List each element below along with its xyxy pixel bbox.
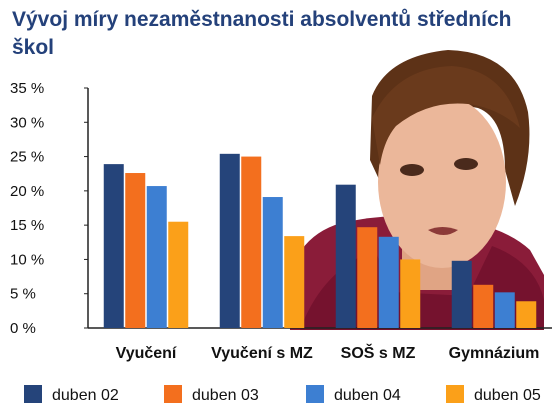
bar-duben-04-1 [262, 197, 283, 328]
chart-title: Vývoj míry nezaměstnanosti absolventů st… [12, 8, 512, 59]
bar-duben-03-0 [125, 173, 146, 328]
category-label: Vyučení s MZ [211, 345, 313, 362]
legend-label: duben 02 [52, 387, 119, 404]
y-tick-label: 5 % [10, 286, 36, 303]
legend-swatch [306, 385, 324, 403]
y-tick-label: 10 % [10, 251, 44, 268]
bar-duben-03-2 [357, 227, 378, 328]
y-tick-label: 30 % [10, 114, 44, 131]
y-tick-labels: 0 % 5 % 10 % 15 % 20 % 25 % 30 % 35 % [10, 80, 88, 337]
bar-duben-02-1 [219, 153, 240, 328]
legend-label: duben 05 [474, 387, 541, 404]
legend-swatch [24, 385, 42, 403]
bar-duben-04-3 [494, 292, 515, 328]
y-tick-label: 20 % [10, 183, 44, 200]
bar-duben-04-2 [378, 236, 399, 328]
bar-duben-02-3 [451, 260, 472, 328]
legend-swatch [446, 385, 464, 403]
y-tick-label: 35 % [10, 80, 44, 97]
legend-label: duben 04 [334, 387, 401, 404]
y-tick-label: 15 % [10, 217, 44, 234]
y-tick-label: 0 % [10, 320, 36, 337]
bar-duben-05-2 [400, 259, 421, 328]
bar-duben-05-0 [168, 221, 189, 328]
bars [103, 153, 537, 328]
bar-duben-02-0 [103, 164, 124, 328]
legend: duben 02 duben 03 duben 04 duben 05 [24, 385, 541, 404]
bar-duben-03-3 [473, 284, 494, 328]
bar-duben-04-0 [146, 186, 167, 328]
category-labels: Vyučení Vyučení s MZ SOŠ s MZ Gymnázium [116, 343, 540, 362]
bar-duben-05-1 [284, 236, 305, 328]
bar-duben-03-1 [241, 156, 262, 328]
legend-swatch [164, 385, 182, 403]
category-label: Vyučení [116, 345, 177, 362]
bar-duben-05-3 [516, 301, 537, 328]
legend-label: duben 03 [192, 387, 259, 404]
y-tick-label: 25 % [10, 149, 44, 166]
bar-duben-02-2 [335, 184, 356, 328]
category-label: SOŠ s MZ [341, 343, 416, 362]
category-label: Gymnázium [449, 345, 540, 362]
